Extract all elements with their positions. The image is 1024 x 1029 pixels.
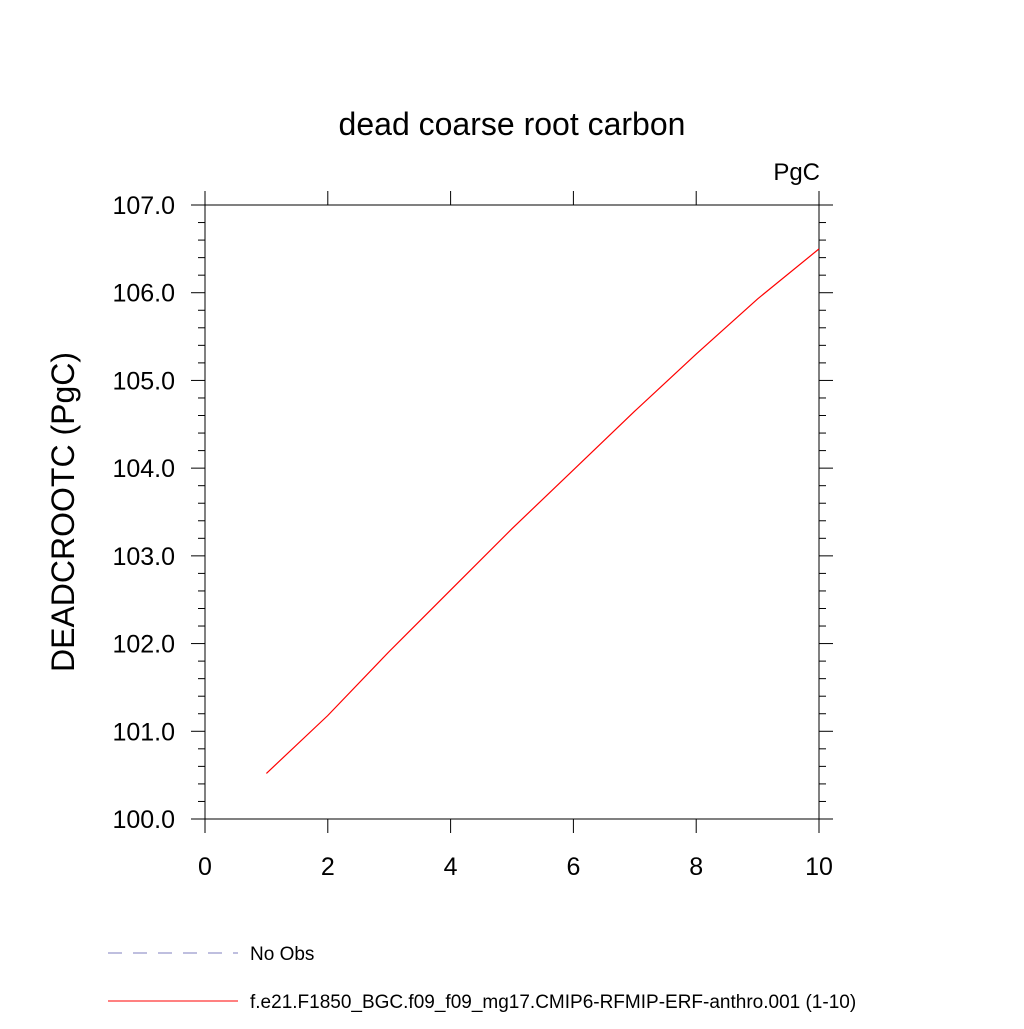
x-tick-label: 8 bbox=[689, 853, 703, 881]
legend: No Obs f.e21.F1850_BGC.f09_f09_mg17.CMIP6… bbox=[108, 944, 856, 1013]
y-tick-label: 104.0 bbox=[112, 455, 175, 483]
y-tick-label: 105.0 bbox=[112, 367, 175, 395]
x-tick-label: 6 bbox=[566, 853, 580, 881]
y-tick-label: 101.0 bbox=[112, 718, 175, 746]
legend-label-0: No Obs bbox=[250, 944, 314, 965]
y-tick-label: 102.0 bbox=[112, 631, 175, 659]
x-tick-label: 10 bbox=[805, 853, 833, 881]
series-line-0 bbox=[265, 248, 820, 774]
y-axis-label: DEADCROOTC (PgC) bbox=[45, 352, 81, 672]
x-tick-label: 0 bbox=[198, 853, 212, 881]
y-tick-label: 107.0 bbox=[112, 192, 175, 220]
units-label: PgC bbox=[773, 159, 820, 186]
y-tick-label: 100.0 bbox=[112, 806, 175, 834]
x-tick-label: 2 bbox=[321, 853, 335, 881]
y-tick-label: 103.0 bbox=[112, 543, 175, 571]
x-tick-label: 4 bbox=[444, 853, 458, 881]
chart-title: dead coarse root carbon bbox=[339, 106, 686, 142]
legend-label-1: f.e21.F1850_BGC.f09_f09_mg17.CMIP6-RFMIP… bbox=[250, 992, 856, 1013]
y-tick-label: 106.0 bbox=[112, 280, 175, 308]
axis-ticks bbox=[191, 191, 833, 833]
axis-tick-labels: 0 2 4 6 8 10 100.0 101.0 102.0 103.0 104.0 105.0 106… bbox=[112, 192, 832, 881]
series-lines bbox=[265, 248, 820, 774]
plot-frame bbox=[204, 204, 820, 820]
